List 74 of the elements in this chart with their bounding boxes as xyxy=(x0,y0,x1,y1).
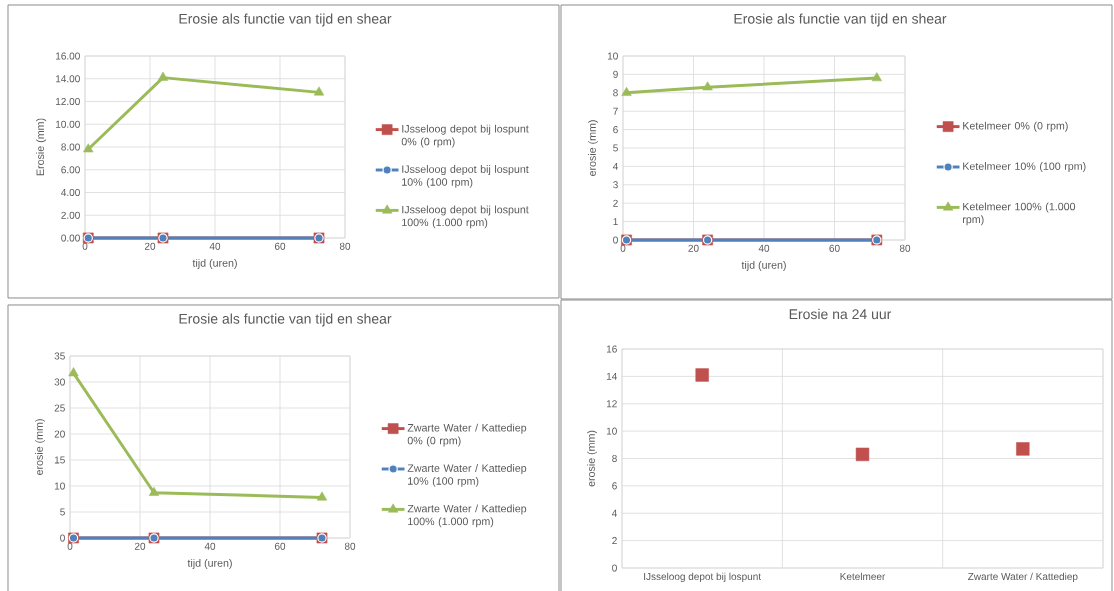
y-tick-label: 0.00 xyxy=(61,234,80,242)
y-tick-label: 14.00 xyxy=(56,75,80,83)
y-tick-label: 1 xyxy=(613,218,618,226)
legend-label: IJsseloog depot bij lospunt 0% (0 rpm) xyxy=(401,124,529,148)
x-tick-label: 20 xyxy=(134,542,146,550)
x-tick-label: 0 xyxy=(620,244,626,252)
y-tick-label: 2 xyxy=(612,537,617,545)
x-axis-title: tijd (uren) xyxy=(741,260,786,271)
x-tick-label: 40 xyxy=(209,242,221,250)
y-tick-label: 25 xyxy=(54,404,65,412)
y-tick-label: 8.00 xyxy=(61,143,80,151)
y-tick-label: 4 xyxy=(611,509,617,517)
y-tick-label: 30 xyxy=(54,378,65,386)
y-tick-label: 12.00 xyxy=(56,97,80,106)
y-tick-label: 10.00 xyxy=(56,120,80,128)
x-tick-label: Zwarte Water / Kattediep xyxy=(968,572,1078,583)
chart-title: Erosie als functie van tijd en shear xyxy=(179,313,392,327)
x-tick-label: 80 xyxy=(899,244,911,252)
y-tick-label: 8 xyxy=(612,454,617,463)
y-tick-label: 2.00 xyxy=(61,211,80,219)
x-tick-label: 80 xyxy=(339,242,351,250)
y-tick-label: 0 xyxy=(612,564,617,572)
x-tick-label: Ketelmeer xyxy=(840,572,886,581)
y-tick-label: 6.00 xyxy=(61,166,80,174)
y-tick-label: 5 xyxy=(60,508,65,516)
y-tick-label: 4 xyxy=(612,162,618,170)
x-tick-label: 60 xyxy=(274,242,286,250)
legend-label: Ketelmeer 100% (1.000 rpm) xyxy=(963,202,1076,226)
legend-label: IJsseloog depot bij lospunt 100% (1.000 rpm) xyxy=(402,205,529,229)
y-tick-label: 0 xyxy=(60,534,65,542)
chart-title: Erosie als functie van tijd en shear xyxy=(734,13,947,27)
y-tick-label: 4.00 xyxy=(61,188,80,197)
y-tick-label: 16.00 xyxy=(56,52,80,60)
x-tick-label: 60 xyxy=(274,542,286,550)
x-tick-label: 20 xyxy=(688,244,699,252)
legend-label: Ketelmeer 0% (0 rpm) xyxy=(963,121,1068,132)
legend-label: Zwarte Water / Kattediep 10% (100 rpm) xyxy=(407,464,527,487)
y-axis-title: Erosie (mm) xyxy=(36,118,47,176)
y-tick-label: 16 xyxy=(606,345,617,353)
y-tick-label: 0 xyxy=(613,236,618,244)
y-axis-title: erosie (mm) xyxy=(588,120,599,176)
legend-label: Ketelmeer 10% (100 rpm) xyxy=(963,162,1086,173)
x-tick-label: 40 xyxy=(758,244,770,252)
y-tick-label: 10 xyxy=(606,427,617,435)
legend-label: Zwarte Water / Kattediep 0% (0 rpm) xyxy=(407,423,527,447)
x-tick-label: 80 xyxy=(344,542,356,550)
y-tick-label: 6 xyxy=(613,126,618,134)
y-tick-label: 12 xyxy=(606,400,617,408)
x-axis-title: tijd (uren) xyxy=(187,558,232,569)
x-tick-label: IJsseloog depot bij lospunt xyxy=(644,572,761,583)
y-axis-title: erosie (mm) xyxy=(35,419,46,475)
y-tick-label: 8 xyxy=(613,89,618,97)
chart-title: Erosie na 24 uur xyxy=(789,308,892,320)
y-axis-title: erosie (mm) xyxy=(587,430,598,487)
y-tick-label: 7 xyxy=(613,107,618,115)
y-tick-label: 10 xyxy=(54,482,65,490)
chart-title: Erosie als functie van tijd en shear xyxy=(179,13,392,27)
y-tick-label: 9 xyxy=(613,70,618,78)
y-tick-label: 35 xyxy=(54,352,65,360)
x-tick-label: 0 xyxy=(82,242,88,250)
x-axis-title: tijd (uren) xyxy=(192,258,237,269)
y-tick-label: 20 xyxy=(54,430,65,438)
y-tick-label: 14 xyxy=(606,372,617,380)
y-tick-label: 6 xyxy=(612,482,617,490)
y-tick-label: 15 xyxy=(54,456,65,464)
legend-label: IJsseloog depot bij lospunt 10% (100 rpm) xyxy=(402,165,529,188)
y-tick-label: 2 xyxy=(613,199,618,207)
legend-label: Zwarte Water / Kattediep 100% (1.000 rpm) xyxy=(407,504,527,528)
y-tick-label: 3 xyxy=(613,181,618,189)
x-tick-label: 20 xyxy=(144,242,156,250)
x-tick-label: 40 xyxy=(204,542,216,550)
x-tick-label: 60 xyxy=(829,244,840,252)
y-tick-label: 10 xyxy=(607,52,618,60)
y-tick-label: 5 xyxy=(613,144,618,152)
